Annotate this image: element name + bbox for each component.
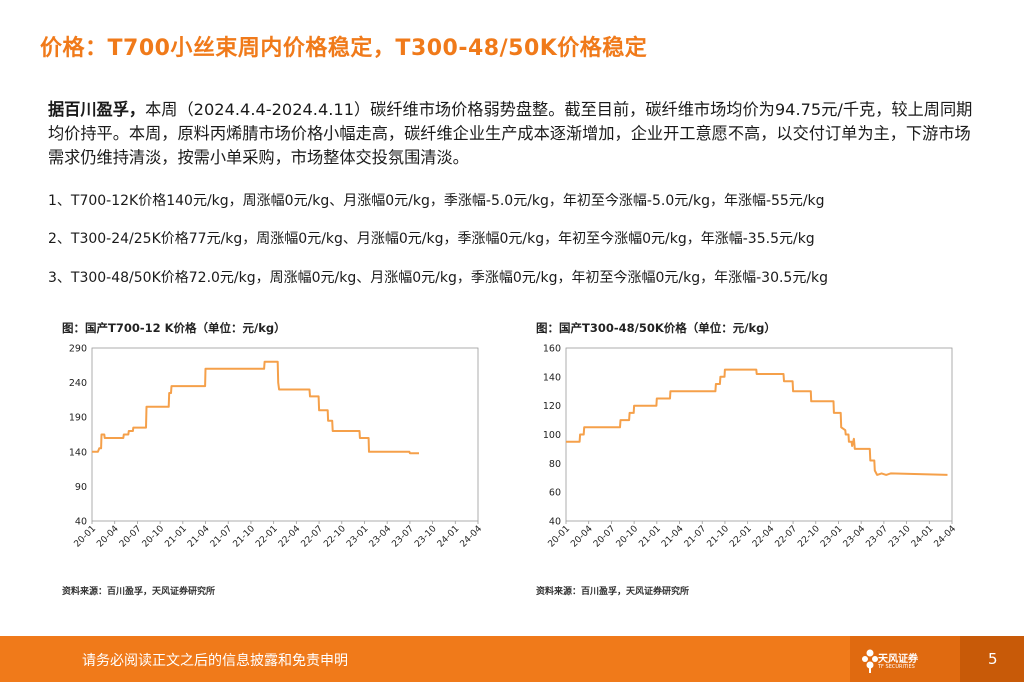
chart2-xtick-label: 21-01 — [637, 524, 663, 550]
page-title: 价格：T700小丝束周内价格稳定，T300-48/50K价格稳定 — [40, 36, 648, 61]
chart1-xtick-label: 21-07 — [209, 524, 235, 550]
chart2-ytick-label: 100 — [543, 430, 561, 441]
chart1-xtick-label: 22-04 — [277, 524, 303, 550]
chart2-ytick-label: 160 — [543, 344, 561, 355]
price-item-t700: 1、T700-12K价格140元/kg，周涨幅0元/kg、月涨幅0元/kg，季涨… — [48, 193, 825, 209]
chart1-xtick-label: 22-01 — [254, 524, 280, 550]
chart1-xtick-label: 21-04 — [186, 524, 212, 550]
chart1-ytick-label: 140 — [69, 447, 87, 458]
chart1-series-line — [92, 360, 419, 455]
chart2-title: 图：国产T300-48/50K价格（单位：元/kg） — [536, 321, 776, 335]
price-item-t300-24k: 2、T300-24/25K价格77元/kg，周涨幅0元/kg、月涨幅0元/kg，… — [48, 231, 815, 247]
chart1-ytick-label: 290 — [69, 344, 87, 355]
chart1-xtick-label: 20-04 — [95, 524, 121, 550]
tf-logo-icon — [862, 649, 878, 673]
chart1-title: 图：国产T700-12 K价格（单位：元/kg） — [62, 321, 286, 335]
chart1-t700-price: 290240190140904020-0120-0420-0720-1021-0… — [69, 344, 485, 550]
chart1-source: 资料来源：百川盈孚，天风证券研究所 — [62, 587, 216, 597]
chart1-xtick-label: 23-07 — [390, 524, 416, 550]
chart2-ytick-label: 140 — [543, 372, 561, 383]
chart1-xtick-label: 21-10 — [231, 524, 257, 550]
chart2-source: 资料来源：百川盈孚，天风证券研究所 — [536, 587, 690, 597]
summary-paragraph: 据百川盈孚，本周（2024.4.4-2024.4.11）碳纤维市场价格弱势盘整。… — [48, 98, 978, 170]
chart2-xtick-label: 20-10 — [615, 524, 641, 550]
chart2-ytick-label: 120 — [543, 401, 561, 412]
chart1-xtick-label: 23-01 — [345, 524, 371, 550]
chart2-xtick-label: 22-01 — [728, 524, 754, 550]
chart1-ytick-label: 90 — [75, 482, 87, 493]
chart1-ytick-label: 40 — [75, 517, 87, 528]
chart2-xtick-label: 21-07 — [683, 524, 709, 550]
chart2-ytick-label: 80 — [549, 459, 561, 470]
chart2-ytick-label: 60 — [549, 488, 561, 499]
chart1-xtick-label: 22-07 — [300, 524, 326, 550]
chart2-xtick-label: 22-04 — [751, 524, 777, 550]
chart1-xtick-label: 22-10 — [322, 524, 348, 550]
chart1-xtick-label: 20-10 — [141, 524, 167, 550]
logo-subtext: TF SECURITIES — [878, 664, 915, 670]
chart2-xtick-label: 22-10 — [796, 524, 822, 550]
chart1-xtick-label: 24-04 — [459, 524, 485, 550]
chart1-ytick-label: 190 — [69, 413, 87, 424]
chart1-xtick-label: 24-01 — [436, 524, 462, 550]
chart2-xtick-label: 21-04 — [660, 524, 686, 550]
chart2-xtick-label: 21-10 — [705, 524, 731, 550]
chart2-xtick-label: 23-04 — [842, 524, 868, 550]
chart2-xtick-label: 24-04 — [933, 524, 959, 550]
chart2-xtick-label: 24-01 — [910, 524, 936, 550]
chart1-xtick-label: 20-07 — [118, 524, 144, 550]
chart1-plot-frame — [91, 347, 479, 522]
footer-disclaimer: 请务必阅读正文之后的信息披露和免责申明 — [82, 653, 348, 669]
chart1-xtick-label: 20-01 — [73, 524, 99, 550]
chart1-xtick-label: 21-01 — [163, 524, 189, 550]
footer-logo-block — [850, 636, 960, 682]
chart1-xtick-label: 23-10 — [413, 524, 439, 550]
page-number: 5 — [988, 650, 998, 668]
chart1-ytick-label: 240 — [69, 378, 87, 389]
chart2-series-line — [566, 368, 948, 476]
chart2-t300-48k-price: 16014012010080604020-0120-0420-0720-1021… — [543, 344, 959, 550]
chart1-xtick-label: 23-04 — [368, 524, 394, 550]
logo-text: 天风证券 — [878, 654, 918, 665]
chart2-xtick-label: 23-01 — [819, 524, 845, 550]
price-item-t300-48k: 3、T300-48/50K价格72.0元/kg，周涨幅0元/kg、月涨幅0元/k… — [48, 270, 829, 286]
footer-page-block — [960, 636, 1024, 682]
chart2-xtick-label: 20-04 — [569, 524, 595, 550]
chart2-xtick-label: 23-07 — [864, 524, 890, 550]
chart2-xtick-label: 22-07 — [774, 524, 800, 550]
chart2-xtick-label: 20-07 — [592, 524, 618, 550]
chart2-xtick-label: 23-10 — [887, 524, 913, 550]
paragraph-text: 本周（2024.4.4-2024.4.11）碳纤维市场价格弱势盘整。截至目前，碳… — [48, 100, 973, 167]
paragraph-source: 据百川盈孚， — [48, 100, 146, 119]
chart2-ytick-label: 40 — [549, 517, 561, 528]
chart2-xtick-label: 20-01 — [547, 524, 573, 550]
chart2-plot-frame — [565, 347, 953, 522]
